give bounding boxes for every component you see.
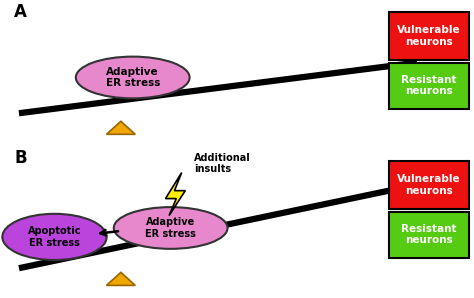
FancyBboxPatch shape	[389, 12, 469, 60]
Text: A: A	[14, 3, 27, 21]
Text: Additional
insults: Additional insults	[194, 153, 251, 174]
FancyBboxPatch shape	[389, 161, 469, 209]
Ellipse shape	[2, 214, 107, 260]
Text: Adaptive
ER stress: Adaptive ER stress	[106, 67, 160, 88]
Text: B: B	[14, 149, 27, 167]
Text: Resistant
neurons: Resistant neurons	[401, 75, 457, 97]
Text: Vulnerable
neurons: Vulnerable neurons	[397, 174, 461, 195]
Polygon shape	[165, 173, 185, 215]
Text: Adaptive
ER stress: Adaptive ER stress	[145, 217, 196, 239]
Polygon shape	[107, 272, 135, 285]
Ellipse shape	[76, 57, 190, 98]
Polygon shape	[107, 121, 135, 134]
FancyBboxPatch shape	[389, 212, 469, 258]
Ellipse shape	[114, 207, 228, 249]
Text: Apoptotic
ER stress: Apoptotic ER stress	[28, 226, 81, 248]
Text: Vulnerable
neurons: Vulnerable neurons	[397, 25, 461, 46]
Text: Resistant
neurons: Resistant neurons	[401, 224, 457, 246]
FancyBboxPatch shape	[389, 63, 469, 109]
